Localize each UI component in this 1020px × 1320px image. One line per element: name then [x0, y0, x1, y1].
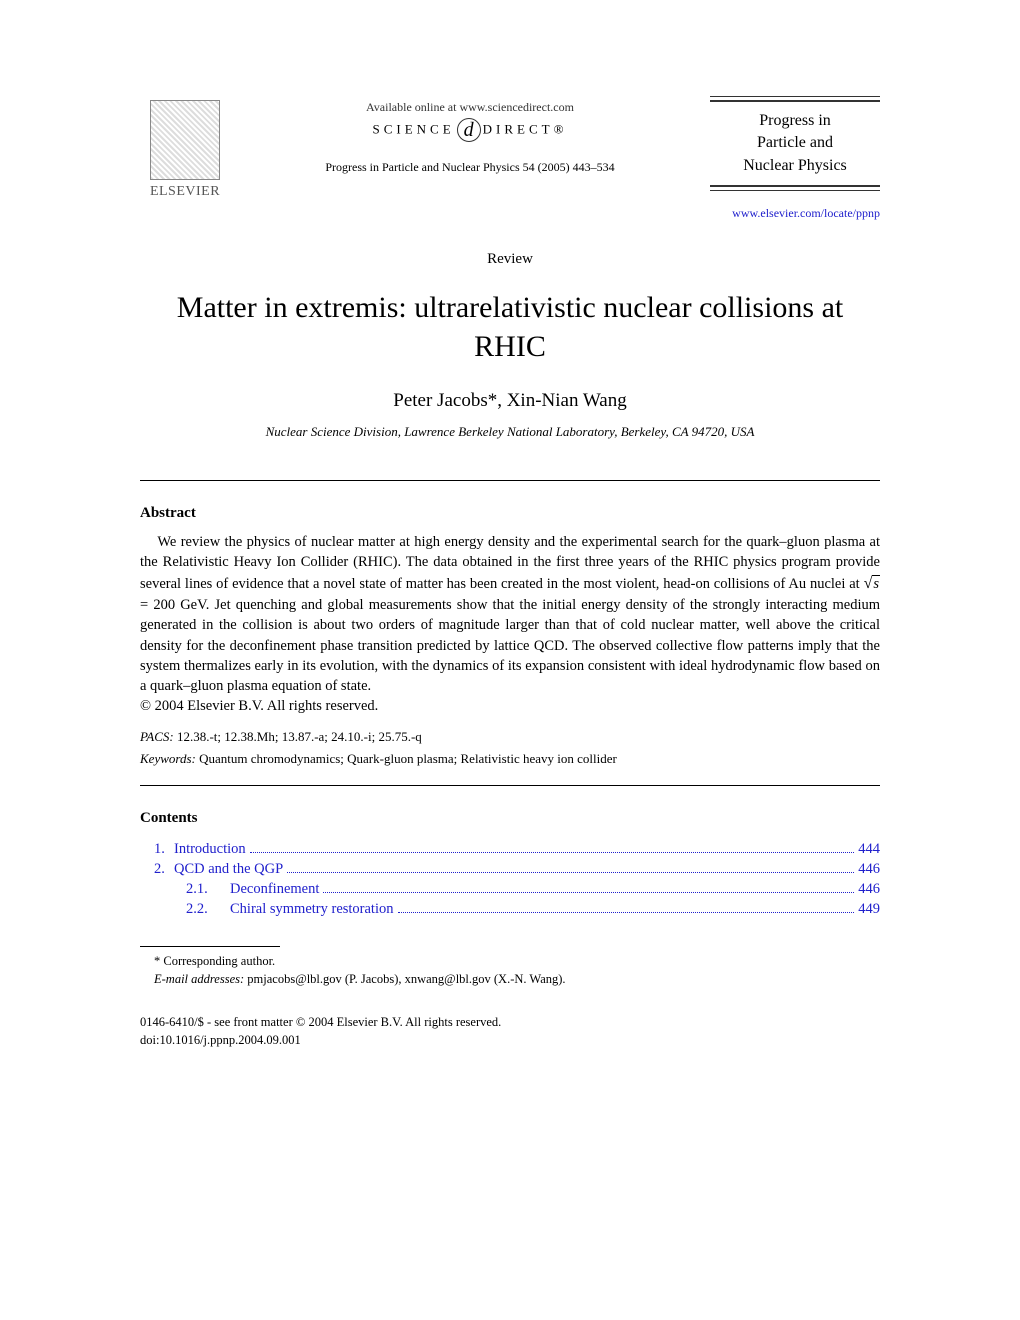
toc-num: 2. — [140, 861, 174, 878]
toc-dots-icon — [250, 852, 855, 853]
keywords-value: Quantum chromodynamics; Quark-gluon plas… — [196, 751, 617, 766]
toc-text: Deconfinement — [230, 881, 319, 898]
toc-dots-icon — [287, 872, 854, 873]
journal-name-line2: Particle and — [710, 132, 880, 154]
sciencedirect-post: DIRECT® — [483, 121, 568, 136]
corresponding-author: * Corresponding author. — [154, 953, 880, 971]
toc-subnum: 2.1. — [186, 881, 230, 898]
center-header: Available online at www.sciencedirect.co… — [230, 100, 710, 175]
article-title: Matter in extremis: ultrarelativistic nu… — [140, 288, 880, 366]
email-label: E-mail addresses: — [154, 972, 244, 986]
email-line: E-mail addresses: pmjacobs@lbl.gov (P. J… — [154, 971, 880, 989]
rule-mid — [140, 785, 880, 786]
copyright: © 2004 Elsevier B.V. All rights reserved… — [140, 698, 880, 715]
contents-heading: Contents — [140, 810, 880, 827]
toc-text: Chiral symmetry restoration — [230, 901, 394, 918]
sqrt-arg: s — [872, 575, 880, 592]
toc-dots-icon — [323, 892, 854, 893]
sqrt-expression: √s — [864, 576, 880, 592]
toc-dots-icon — [398, 912, 855, 913]
journal-url[interactable]: www.elsevier.com/locate/ppnp — [140, 206, 880, 221]
abstract-eqval: = 200 GeV. — [140, 597, 214, 613]
footnote-rule — [140, 946, 280, 947]
authors: Peter Jacobs*, Xin-Nian Wang — [140, 390, 880, 412]
article-type: Review — [140, 251, 880, 268]
toc-text: Introduction — [174, 841, 246, 858]
footer-block: 0146-6410/$ - see front matter © 2004 El… — [140, 1014, 880, 1049]
email-addresses: pmjacobs@lbl.gov (P. Jacobs), xnwang@lbl… — [244, 972, 565, 986]
journal-name-box: Progress in Particle and Nuclear Physics — [710, 100, 880, 187]
toc-row[interactable]: 2.2. Chiral symmetry restoration 449 — [140, 901, 880, 918]
toc-page: 449 — [858, 901, 880, 918]
table-of-contents: 1. Introduction 444 2. QCD and the QGP 4… — [140, 841, 880, 918]
toc-text: QCD and the QGP — [174, 861, 283, 878]
publisher-block: ELSEVIER — [140, 100, 230, 200]
pacs-value: 12.38.-t; 12.38.Mh; 13.87.-a; 24.10.-i; … — [174, 729, 422, 744]
toc-row[interactable]: 2.1. Deconfinement 446 — [140, 881, 880, 898]
header-row: ELSEVIER Available online at www.science… — [140, 100, 880, 200]
elsevier-tree-icon — [150, 100, 220, 180]
toc-num: 1. — [140, 841, 174, 858]
available-online-text: Available online at www.sciencedirect.co… — [250, 100, 690, 115]
toc-page: 446 — [858, 881, 880, 898]
sciencedirect-d-icon: d — [457, 118, 481, 142]
abstract-pre: We review the physics of nuclear matter … — [140, 534, 880, 592]
footer-doi: doi:10.1016/j.ppnp.2004.09.001 — [140, 1032, 880, 1050]
abstract-post: Jet quenching and global measurements sh… — [140, 597, 880, 694]
sciencedirect-logo: SCIENCEdDIRECT® — [250, 119, 690, 142]
abstract-heading: Abstract — [140, 505, 880, 522]
keywords-label: Keywords: — [140, 751, 196, 766]
keywords-line: Keywords: Quantum chromodynamics; Quark-… — [140, 751, 880, 767]
journal-name-line3: Nuclear Physics — [710, 155, 880, 177]
toc-subnum: 2.2. — [186, 901, 230, 918]
toc-page: 446 — [858, 861, 880, 878]
sciencedirect-pre: SCIENCE — [373, 121, 455, 136]
footer-line1: 0146-6410/$ - see front matter © 2004 El… — [140, 1014, 880, 1032]
rule-top — [140, 480, 880, 481]
abstract-text: We review the physics of nuclear matter … — [140, 532, 880, 696]
authors-text: Peter Jacobs*, Xin-Nian Wang — [393, 390, 626, 411]
toc-page: 444 — [858, 841, 880, 858]
footnote-block: * Corresponding author. E-mail addresses… — [140, 953, 880, 988]
journal-reference: Progress in Particle and Nuclear Physics… — [250, 160, 690, 175]
affiliation: Nuclear Science Division, Lawrence Berke… — [140, 424, 880, 440]
publisher-label: ELSEVIER — [150, 184, 220, 200]
journal-name-line1: Progress in — [710, 110, 880, 132]
toc-row[interactable]: 1. Introduction 444 — [140, 841, 880, 858]
pacs-label: PACS: — [140, 729, 174, 744]
pacs-line: PACS: 12.38.-t; 12.38.Mh; 13.87.-a; 24.1… — [140, 729, 880, 745]
toc-row[interactable]: 2. QCD and the QGP 446 — [140, 861, 880, 878]
